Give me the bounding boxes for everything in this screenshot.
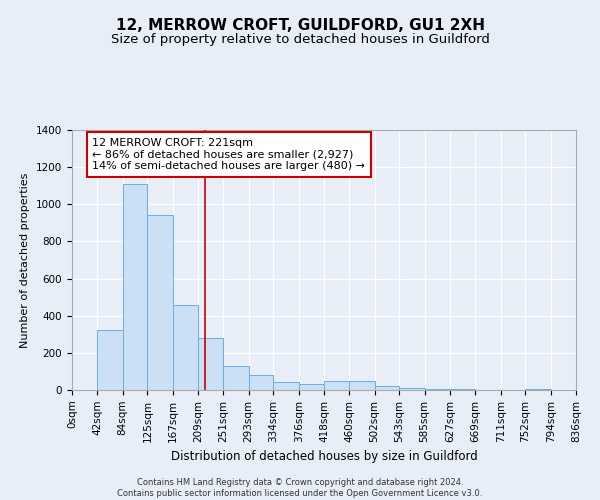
Text: 12, MERROW CROFT, GUILDFORD, GU1 2XH: 12, MERROW CROFT, GUILDFORD, GU1 2XH bbox=[115, 18, 485, 32]
Bar bbox=[223, 366, 248, 390]
Bar bbox=[299, 384, 324, 390]
Y-axis label: Number of detached properties: Number of detached properties bbox=[20, 172, 31, 348]
Bar bbox=[248, 375, 274, 390]
Text: 12 MERROW CROFT: 221sqm
← 86% of detached houses are smaller (2,927)
14% of semi: 12 MERROW CROFT: 221sqm ← 86% of detache… bbox=[92, 138, 365, 171]
Bar bbox=[374, 386, 400, 390]
Bar bbox=[198, 338, 223, 390]
Bar bbox=[349, 380, 374, 390]
Bar bbox=[122, 184, 148, 390]
Bar bbox=[324, 380, 349, 390]
Bar bbox=[450, 389, 475, 390]
Text: Contains HM Land Registry data © Crown copyright and database right 2024.
Contai: Contains HM Land Registry data © Crown c… bbox=[118, 478, 482, 498]
Bar bbox=[400, 388, 425, 390]
Bar bbox=[274, 382, 299, 390]
X-axis label: Distribution of detached houses by size in Guildford: Distribution of detached houses by size … bbox=[170, 450, 478, 463]
Bar bbox=[425, 389, 450, 390]
Bar bbox=[97, 330, 122, 390]
Text: Size of property relative to detached houses in Guildford: Size of property relative to detached ho… bbox=[110, 32, 490, 46]
Bar bbox=[526, 389, 551, 390]
Bar bbox=[173, 304, 198, 390]
Bar bbox=[148, 216, 173, 390]
